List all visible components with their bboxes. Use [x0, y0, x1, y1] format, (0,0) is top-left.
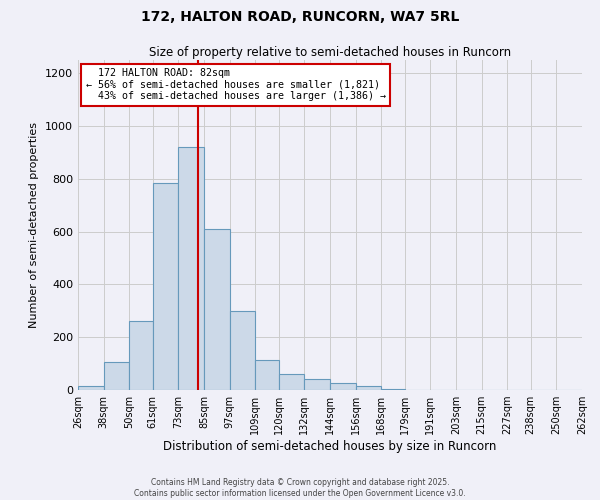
Bar [204, 229, 230, 390]
Bar [304, 380, 330, 390]
Bar [153, 183, 178, 390]
Y-axis label: Number of semi-detached properties: Number of semi-detached properties [29, 122, 40, 328]
Bar [381, 388, 405, 390]
Bar [129, 322, 153, 390]
Text: 172 HALTON ROAD: 82sqm
← 56% of semi-detached houses are smaller (1,821)
  43% o: 172 HALTON ROAD: 82sqm ← 56% of semi-det… [86, 68, 386, 102]
Bar [178, 147, 204, 390]
Bar [356, 386, 381, 390]
Bar [255, 360, 279, 390]
Text: 172, HALTON ROAD, RUNCORN, WA7 5RL: 172, HALTON ROAD, RUNCORN, WA7 5RL [141, 10, 459, 24]
Bar [78, 386, 104, 390]
Text: Contains HM Land Registry data © Crown copyright and database right 2025.
Contai: Contains HM Land Registry data © Crown c… [134, 478, 466, 498]
Bar [279, 374, 304, 390]
Bar [104, 362, 129, 390]
X-axis label: Distribution of semi-detached houses by size in Runcorn: Distribution of semi-detached houses by … [163, 440, 497, 453]
Bar [230, 311, 255, 390]
Title: Size of property relative to semi-detached houses in Runcorn: Size of property relative to semi-detach… [149, 46, 511, 59]
Bar [330, 384, 356, 390]
